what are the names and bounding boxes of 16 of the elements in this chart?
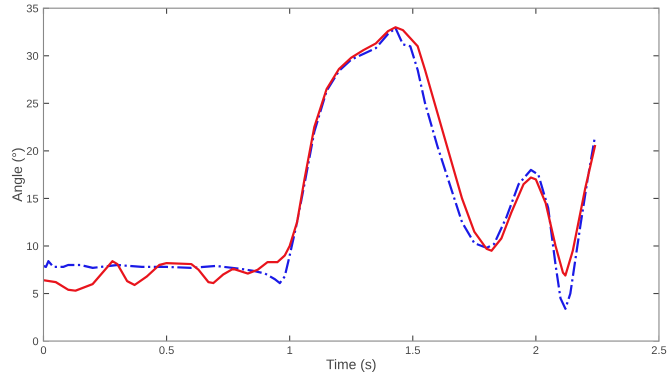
y-tick-label: 15 [27, 194, 38, 203]
y-tick-label: 20 [26, 147, 38, 156]
x-tick-label: 2.5 [652, 346, 666, 354]
y-tick-label: 0 [32, 337, 38, 346]
y-tick-label: 25 [26, 100, 38, 108]
y-tick-label: 5 [32, 290, 38, 298]
y-tick-label: 10 [27, 242, 38, 250]
y-tick-label: 35 [26, 4, 38, 12]
x-tick-label: 1 [287, 346, 292, 354]
x-tick-label: 1.5 [406, 346, 420, 354]
y-axis-title: Angle (°) [12, 148, 25, 202]
x-tick-label: 0.5 [159, 346, 174, 354]
x-axis-title: Time (s) [326, 359, 376, 372]
x-tick-label: 2 [533, 346, 538, 354]
x-tick-label: 0 [40, 346, 46, 354]
y-tick-label: 30 [26, 52, 38, 60]
